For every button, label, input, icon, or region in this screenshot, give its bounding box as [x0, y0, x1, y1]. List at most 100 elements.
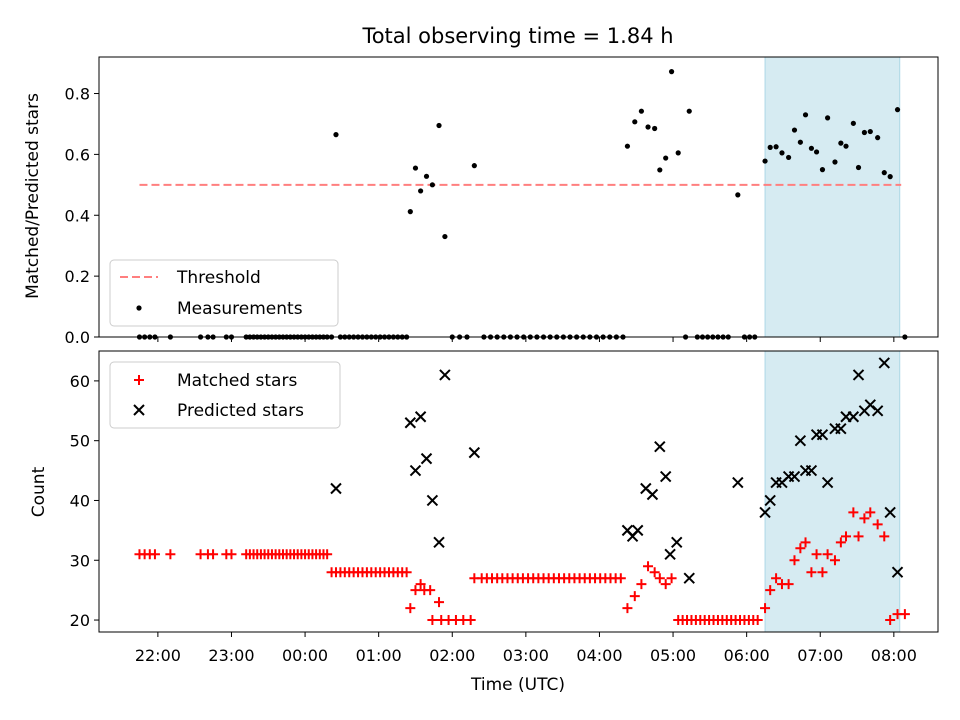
measurement-point: [471, 163, 477, 169]
matched-star-point: [425, 585, 436, 596]
top-axes: 0.0 0.2 0.4 0.6 0.8: [65, 56, 939, 347]
measurement-point: [418, 188, 424, 194]
predicted-legend-swatch: [133, 404, 145, 416]
measurement-legend-swatch: [136, 305, 142, 311]
top-axes-frame: [98, 56, 939, 338]
predicted-star-point: [764, 494, 776, 507]
matched-star-point: [666, 573, 677, 584]
measurement-point: [791, 127, 798, 133]
matched-star-point: [765, 585, 776, 596]
matched-star-point: [829, 555, 840, 566]
measurement-legend-label: Measurements: [177, 299, 303, 319]
measurement-point: [832, 159, 838, 165]
measurement-point: [686, 108, 692, 114]
predicted-star-point: [439, 369, 451, 381]
matched-star-point: [401, 567, 412, 578]
bottom-x-tick-label: 22:00: [135, 646, 181, 665]
predicted-star-point: [426, 494, 439, 507]
predicted-star-point: [330, 482, 342, 495]
matched-star-point: [789, 555, 800, 566]
predicted-star-points: [330, 357, 904, 584]
matched-star-point: [752, 615, 763, 626]
measurement-point: [887, 174, 893, 180]
top-y-tick-label: 0.4: [65, 206, 90, 225]
measurement-point: [825, 115, 831, 121]
matched-star-point: [410, 585, 421, 596]
top-y-axis-label: Matched/Predicted stars: [23, 93, 43, 299]
matched-star-point: [226, 549, 237, 560]
matched-star-point: [660, 579, 671, 590]
predicted-star-point: [654, 440, 666, 453]
matched-star-point: [622, 603, 633, 614]
bottom-y-axis-label: Count: [29, 466, 49, 517]
bottom-y-tick-label: 40: [70, 491, 90, 510]
bottom-legend: Matched stars Predicted stars: [109, 361, 341, 429]
bottom-shaded-span: [764, 350, 901, 633]
measurement-point: [813, 149, 820, 155]
predicted-star-point: [871, 405, 884, 417]
matched-star-point: [822, 549, 833, 560]
top-shaded-span: [764, 56, 901, 338]
measurement-point: [855, 164, 862, 171]
top-y-tick-label: 0.6: [65, 145, 90, 164]
bottom-x-tick-label: 03:00: [503, 646, 549, 665]
measurement-point: [412, 165, 419, 171]
predicted-star-point: [816, 428, 829, 441]
top-shaded-region: [764, 56, 901, 338]
measurement-point: [894, 107, 901, 113]
measurement-point: [436, 122, 442, 129]
matched-star-point: [885, 615, 896, 626]
predicted-star-point: [664, 548, 676, 560]
measurement-point: [632, 119, 638, 125]
measurement-point: [652, 125, 658, 132]
matched-star-point: [427, 615, 438, 626]
matched-star-point: [848, 507, 859, 518]
measurement-point: [785, 154, 792, 161]
measurement-point: [881, 170, 887, 176]
measurement-point: [779, 150, 785, 156]
measurement-point: [624, 143, 631, 149]
predicted-star-point: [683, 572, 695, 584]
bottom-x-tick-label: 04:00: [576, 646, 622, 665]
top-y-tick-label: 0.8: [65, 85, 90, 104]
figure-title: Total observing time = 1.84 h: [361, 24, 673, 48]
predicted-star-point: [878, 357, 890, 369]
bottom-x-tick-label: 07:00: [797, 646, 843, 665]
matched-star-point: [405, 603, 416, 614]
matched-star-point: [415, 579, 426, 590]
measurement-point: [638, 108, 645, 114]
matched-star-point: [811, 549, 822, 560]
measurement-point: [735, 192, 741, 198]
measurement-point: [657, 167, 663, 173]
predicted-star-point: [835, 423, 847, 435]
measurement-point: [838, 140, 844, 146]
matched-star-point: [806, 567, 817, 578]
predicted-star-point: [409, 464, 422, 477]
predicted-star-point: [671, 536, 683, 549]
bottom-x-tick-label: 08:00: [871, 646, 917, 665]
measurement-point: [875, 135, 881, 141]
predicted-star-point: [468, 446, 481, 459]
matched-star-point: [649, 567, 660, 578]
predicted-legend-label: Predicted stars: [177, 401, 304, 421]
matched-legend-label: Matched stars: [177, 371, 297, 391]
predicted-star-point: [646, 488, 659, 501]
measurement-point: [645, 124, 651, 130]
top-legend: Threshold Measurements: [109, 259, 339, 327]
matched-star-point: [465, 615, 476, 626]
bottom-y-tick-label: 50: [70, 432, 90, 451]
matched-star-point: [853, 531, 864, 542]
bottom-axes-frame: [98, 350, 939, 633]
matched-star-point: [771, 573, 782, 584]
predicted-star-point: [805, 464, 818, 477]
measurement-point: [767, 144, 773, 150]
measurement-point: [442, 233, 448, 240]
bottom-x-tick-label: 01:00: [356, 646, 402, 665]
matched-star-point: [817, 567, 828, 578]
matched-legend-swatch: [134, 375, 144, 385]
matched-star-points: [134, 507, 910, 626]
matched-star-point: [783, 579, 794, 590]
matched-star-point: [800, 537, 811, 548]
predicted-star-point: [884, 506, 896, 519]
